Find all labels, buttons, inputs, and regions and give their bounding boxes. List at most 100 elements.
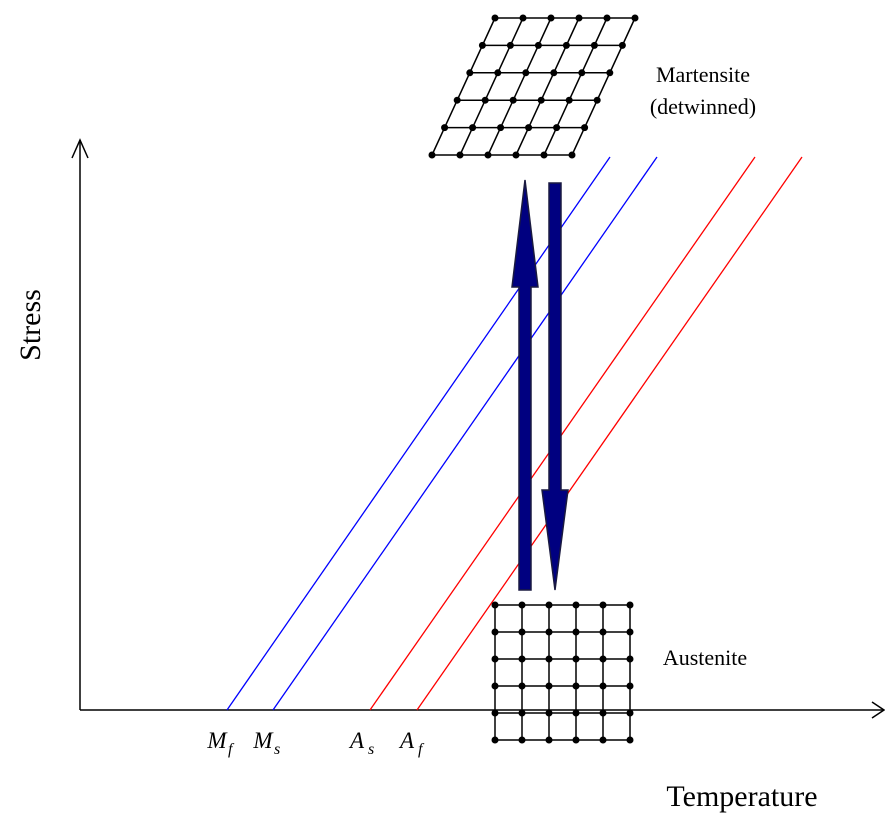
austenite-atom <box>518 628 526 636</box>
x-axis-label: Temperature <box>666 780 817 813</box>
austenite-atom <box>572 628 580 636</box>
martensite-atom <box>497 124 505 132</box>
unloading-arrow <box>541 182 569 591</box>
austenite-atom <box>491 628 499 636</box>
austenite-atom <box>599 736 607 744</box>
x-axis-arrow <box>871 701 885 719</box>
austenite-atom <box>545 736 553 744</box>
y-axis-arrow <box>71 138 89 159</box>
martensite-atom <box>512 151 520 159</box>
martensite-atom <box>522 69 530 77</box>
martensite-atom <box>606 69 614 77</box>
martensite-bond <box>543 17 608 156</box>
martensite-atom <box>578 69 586 77</box>
martensite-atom <box>491 14 499 22</box>
martensite-atom <box>565 96 573 104</box>
austenite-atom <box>599 601 607 609</box>
martensite-atom <box>575 14 583 22</box>
martensite-atom <box>441 124 449 132</box>
austenite-atom <box>626 682 634 690</box>
martensite-atom <box>525 124 533 132</box>
line-label: A <box>348 728 365 753</box>
austenite-atom <box>572 655 580 663</box>
austenite-atom <box>491 655 499 663</box>
line-label: M <box>206 728 228 753</box>
austenite-atom <box>545 682 553 690</box>
austenite-atom <box>572 601 580 609</box>
martensite-atom <box>603 14 611 22</box>
austenite-atom <box>626 736 634 744</box>
austenite-atom <box>518 682 526 690</box>
phase-label: Martensite <box>656 62 750 87</box>
martensite-atom <box>534 41 542 49</box>
martensite-atom <box>478 41 486 49</box>
martensite-atom <box>428 151 436 159</box>
austenite-atom <box>491 736 499 744</box>
austenite-atom <box>626 655 634 663</box>
austenite-atom <box>545 601 553 609</box>
martensite-atom <box>484 151 492 159</box>
martensite-atom <box>550 69 558 77</box>
austenite-atom <box>626 628 634 636</box>
martensite-atom <box>568 151 576 159</box>
austenite-atom <box>491 709 499 717</box>
austenite-atom <box>491 601 499 609</box>
austenite-atom <box>626 601 634 609</box>
austenite-atom <box>518 709 526 717</box>
af-line <box>416 156 803 711</box>
martensite-atom <box>481 96 489 104</box>
line-label-subscript: s <box>274 741 280 758</box>
martensite-bond <box>487 17 552 156</box>
austenite-atom <box>518 655 526 663</box>
line-label: A <box>398 728 415 753</box>
martensite-bond <box>571 17 636 156</box>
martensite-atom <box>469 124 477 132</box>
austenite-atom <box>599 709 607 717</box>
ms-line <box>272 156 658 711</box>
line-label-subscript: f <box>418 741 425 758</box>
austenite-atom <box>572 736 580 744</box>
austenite-atom <box>599 682 607 690</box>
martensite-bond <box>431 17 496 156</box>
phase-note: (detwinned) <box>650 94 756 119</box>
austenite-atom <box>572 709 580 717</box>
austenite-atom <box>572 682 580 690</box>
austenite-atom <box>545 628 553 636</box>
martensite-atom <box>456 151 464 159</box>
martensite-atom <box>453 96 461 104</box>
austenite-atom <box>599 655 607 663</box>
martensite-bond <box>515 17 580 156</box>
martensite-atom <box>494 69 502 77</box>
mf-line <box>226 156 611 711</box>
martensite-atom <box>562 41 570 49</box>
loading-arrow <box>511 179 539 591</box>
martensite-atom <box>631 14 639 22</box>
martensite-atom <box>590 41 598 49</box>
lattices <box>428 14 639 744</box>
martensite-atom <box>593 96 601 104</box>
line-label: M <box>252 728 274 753</box>
martensite-atom <box>537 96 545 104</box>
y-axis-label: Stress <box>14 289 47 361</box>
line-label-subscript: f <box>228 741 235 758</box>
martensite-atom <box>618 41 626 49</box>
austenite-atom <box>545 655 553 663</box>
austenite-atom <box>518 601 526 609</box>
martensite-atom <box>540 151 548 159</box>
austenite-atom <box>599 628 607 636</box>
martensite-atom <box>466 69 474 77</box>
martensite-atom <box>509 96 517 104</box>
martensite-bond <box>459 17 524 156</box>
martensite-atom <box>506 41 514 49</box>
line-label-subscript: s <box>368 741 374 758</box>
austenite-atom <box>518 736 526 744</box>
martensite-atom <box>581 124 589 132</box>
austenite-atom <box>545 709 553 717</box>
austenite-atom <box>491 682 499 690</box>
martensite-atom <box>553 124 561 132</box>
martensite-atom <box>547 14 555 22</box>
martensite-atom <box>519 14 527 22</box>
austenite-atom <box>626 709 634 717</box>
